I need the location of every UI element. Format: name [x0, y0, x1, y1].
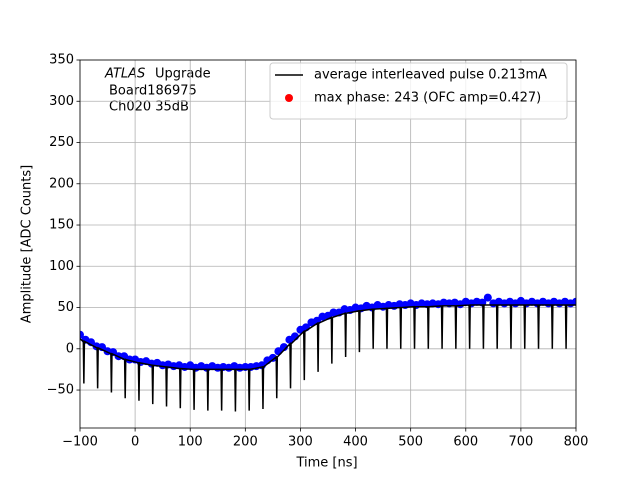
legend-label: max phase: 243 (OFC amp=0.427) — [314, 91, 541, 106]
data-point — [572, 297, 576, 306]
data-point — [483, 293, 492, 302]
pulse-line — [80, 304, 576, 412]
x-tick-label: 200 — [233, 435, 258, 450]
axes-frame — [79, 59, 577, 429]
x-tick-label: 600 — [453, 435, 478, 450]
y-axis-label: Amplitude [ADC Counts] — [20, 165, 35, 323]
annotation: ATLAS — [104, 67, 145, 82]
annotation: Board186975 — [109, 84, 197, 99]
data-point — [268, 353, 277, 362]
x-tick-label: 300 — [288, 435, 313, 450]
y-tick-label: 150 — [49, 218, 74, 233]
y-tick-label: 250 — [49, 135, 74, 150]
y-tick-label: 350 — [49, 53, 74, 68]
x-tick-label: 100 — [178, 435, 203, 450]
legend-label: average interleaved pulse 0.213mA — [314, 68, 547, 83]
data-point — [329, 308, 338, 317]
y-tick-label: 0 — [66, 341, 74, 356]
y-tick-label: 200 — [49, 176, 74, 191]
x-tick-label: 700 — [508, 435, 533, 450]
x-tick-label: 0 — [131, 435, 139, 450]
annotation: Ch020 35dB — [109, 100, 189, 115]
plot-area — [80, 293, 576, 412]
x-tick-label: 400 — [343, 435, 368, 450]
y-tick-label: 100 — [49, 259, 74, 274]
y-tick-label: 300 — [49, 94, 74, 109]
annotation: Upgrade — [155, 67, 211, 82]
legend-swatch — [285, 94, 293, 102]
x-tick-label: −100 — [62, 435, 98, 450]
y-tick-label: 50 — [57, 300, 74, 315]
x-tick-label: 800 — [564, 435, 589, 450]
x-tick-label: 500 — [398, 435, 423, 450]
legend-box — [269, 62, 568, 120]
y-tick-label: −50 — [47, 383, 74, 398]
x-axis-label: Time [ns] — [295, 456, 357, 471]
